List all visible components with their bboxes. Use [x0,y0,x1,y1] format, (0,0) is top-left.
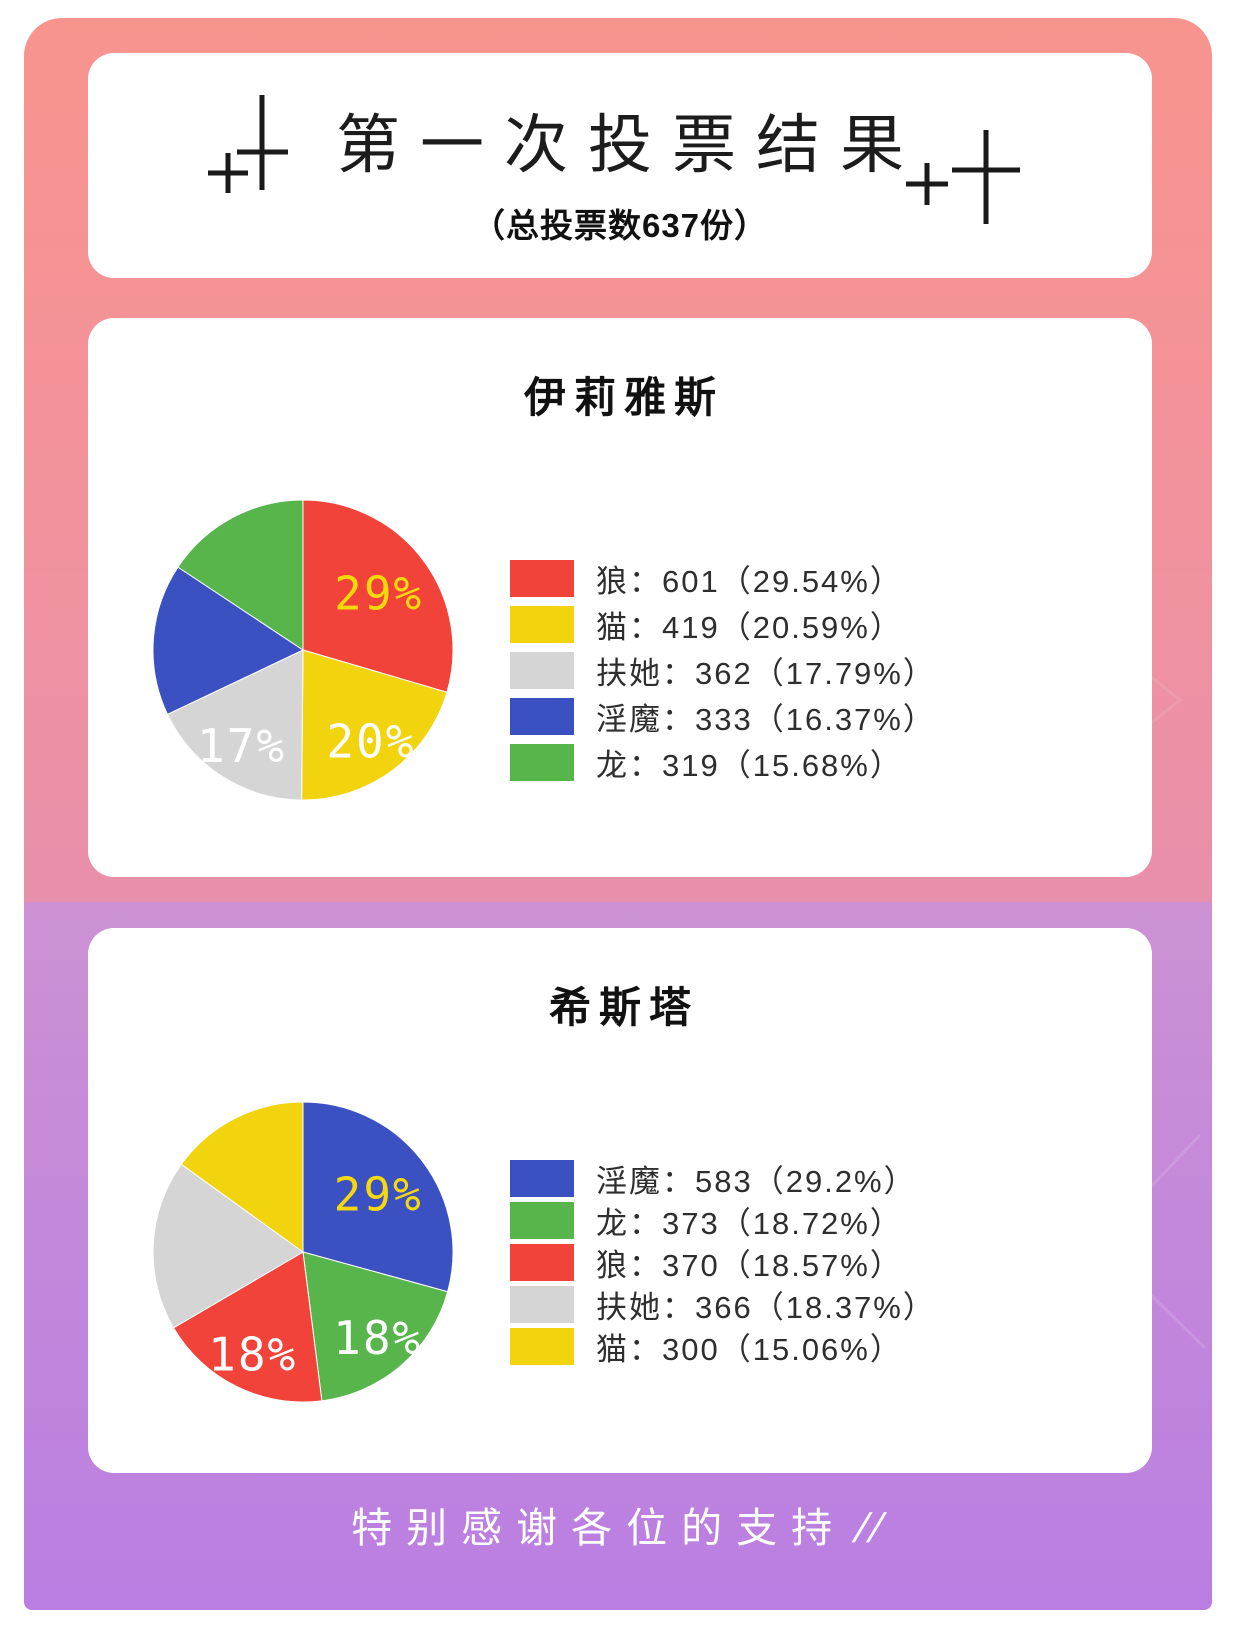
pie-slice-龙 [302,1251,449,1402]
chart-card-hista: 希斯塔 29% 18% 18% 淫魔：583（29.2%） 龙：373（18.72%）… [88,928,1152,1473]
legend-label: 淫魔：333（16.37%） [596,702,936,737]
pie-slice-label: 29% [334,1168,423,1222]
legend-row-淫魔: 淫魔：583（29.2%） [510,1160,936,1199]
legend-row-龙: 龙：373（18.72%） [510,1202,936,1241]
legend-row-龙: 龙：319（15.68%） [510,744,936,783]
legend-label: 龙：373（18.72%） [596,1206,903,1241]
legend-hista: 淫魔：583（29.2%） 龙：373（18.72%） 狼：370（18.57%） 扶… [510,1160,936,1370]
legend-label: 淫魔：583（29.2%） [596,1164,917,1199]
title-card: 第一次投票结果 （总投票数637份） [88,53,1152,278]
pie-slice-猫 [301,649,448,801]
legend-label: 龙：319（15.68%） [596,748,903,783]
pie-slice-淫魔 [302,1101,454,1293]
footer-thanks: 特别感谢各位的支持// [0,1494,1236,1554]
legend-label: 狼：601（29.54%） [596,564,903,599]
legend-swatch [510,744,574,781]
pie-chart-iliyas: 29% 20% 17% [152,499,454,801]
page-title: 第一次投票结果 [336,109,924,181]
legend-label: 猫：300（15.06%） [596,1332,903,1367]
pie-slice-猫 [180,1101,304,1253]
legend-swatch [510,1244,574,1281]
footer-text: 特别感谢各位的支持 [351,1505,847,1551]
total-votes-subtitle: （总投票数637份） [471,207,769,244]
chart-title: 伊莉雅斯 [523,374,724,421]
legend-label: 扶她：362（17.79%） [596,656,936,691]
legend-row-扶她: 扶她：366（18.37%） [510,1286,936,1325]
pie-slice-扶她 [152,1163,304,1329]
pie-slice-龙 [177,499,304,651]
pie-chart-hista: 29% 18% 18% [152,1101,454,1403]
pie-slice-label: 20% [326,715,415,769]
legend-swatch [510,560,574,597]
legend-swatch [510,606,574,643]
pie-slice-label: 29% [334,566,423,620]
legend-swatch [510,1286,574,1323]
legend-label: 狼：370（18.57%） [596,1248,903,1283]
legend-row-猫: 猫：300（15.06%） [510,1328,936,1367]
pie-slice-label: 18% [333,1311,422,1365]
legend-row-淫魔: 淫魔：333（16.37%） [510,698,936,737]
legend-row-狼: 狼：601（29.54%） [510,560,936,599]
pie-slice-狼 [172,1251,323,1403]
pie-slice-label: 18% [208,1327,297,1381]
footer-slashes: // [848,1505,893,1551]
legend-swatch [510,1202,574,1239]
legend-swatch [510,652,574,689]
legend-swatch [510,698,574,735]
pie-slice-扶她 [166,649,304,801]
chart-title: 希斯塔 [548,984,699,1031]
legend-row-狼: 狼：370（18.57%） [510,1244,936,1283]
legend-row-扶她: 扶她：362（17.79%） [510,652,936,691]
legend-swatch [510,1328,574,1365]
pie-slice-狼 [302,499,454,693]
chart-card-iliyas: 伊莉雅斯 29% 20% 17% 狼：601（29.54%） 猫：419（20.59%… [88,318,1152,877]
pie-slice-淫魔 [152,566,305,716]
legend-row-猫: 猫：419（20.59%） [510,606,936,645]
legend-label: 猫：419（20.59%） [596,610,903,645]
legend-iliyas: 狼：601（29.54%） 猫：419（20.59%） 扶她：362（17.79%）… [510,560,936,790]
pie-slice-label: 17% [197,719,286,773]
legend-swatch [510,1160,574,1197]
legend-label: 扶她：366（18.37%） [596,1290,936,1325]
